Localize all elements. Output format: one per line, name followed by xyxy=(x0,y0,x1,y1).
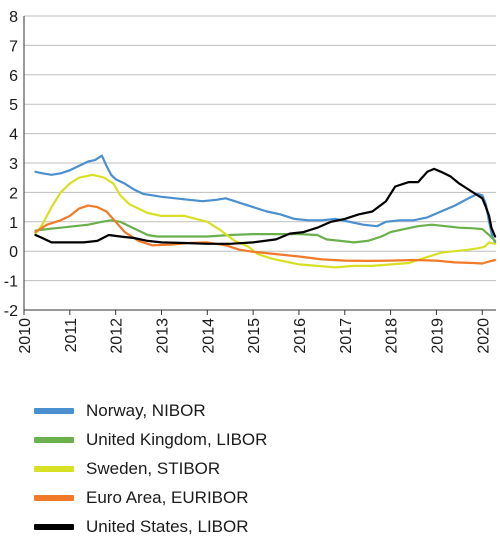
x-tick-label: 2014 xyxy=(200,318,217,354)
series-line-3 xyxy=(34,204,497,265)
legend-label: United States, LIBOR xyxy=(86,516,249,536)
legend: Norway, NIBOR United Kingdom, LIBOR Sweden… xyxy=(34,396,474,541)
series-line-2 xyxy=(34,173,497,269)
y-tick-label: 5 xyxy=(9,97,18,114)
legend-label: United Kingdom, LIBOR xyxy=(86,429,268,449)
legend-swatch xyxy=(34,494,74,501)
legend-item: Euro Area, EURIBOR xyxy=(34,483,474,512)
x-tick-label: 2012 xyxy=(109,318,126,354)
legend-swatch xyxy=(34,523,74,530)
y-tick-label: 4 xyxy=(9,127,18,144)
series-line-4 xyxy=(34,167,497,245)
y-tick-label: 7 xyxy=(9,38,18,55)
y-tick-label: 8 xyxy=(9,9,18,26)
y-tick-label: 6 xyxy=(9,68,18,85)
x-tick-label: 2015 xyxy=(246,318,263,354)
legend-swatch xyxy=(34,465,74,472)
y-tick-label: -2 xyxy=(4,303,18,320)
y-tick-label: 1 xyxy=(9,215,18,232)
legend-swatch xyxy=(34,436,74,443)
legend-item: United States, LIBOR xyxy=(34,512,474,541)
x-tick-label: 2011 xyxy=(63,318,80,353)
y-tick-labels: -2 -1 0 1 2 3 4 5 6 7 8 xyxy=(4,9,18,320)
x-tick-label: 2020 xyxy=(475,318,492,354)
legend-label: Norway, NIBOR xyxy=(86,400,206,420)
y-tick-label: 3 xyxy=(9,156,18,173)
x-tick-label: 2016 xyxy=(292,318,309,354)
legend-label: Sweden, STIBOR xyxy=(86,458,221,478)
x-tick-label: 2010 xyxy=(17,318,34,354)
series-line-1 xyxy=(34,219,497,244)
legend-swatch xyxy=(34,407,74,414)
series-line-0 xyxy=(34,154,497,244)
legend-item: Norway, NIBOR xyxy=(34,396,474,425)
axes xyxy=(23,16,496,315)
legend-label: Euro Area, EURIBOR xyxy=(86,487,249,507)
x-tick-label: 2019 xyxy=(429,318,446,354)
x-tick-label: 2018 xyxy=(384,318,401,354)
x-tick-labels: 2010 2011 2012 2013 2014 2015 2016 2017 2018 2019… xyxy=(17,318,492,354)
x-tick-label: 2017 xyxy=(338,318,355,354)
y-tick-label: -1 xyxy=(4,274,18,291)
gridlines xyxy=(24,15,496,311)
y-tick-label: 2 xyxy=(9,185,18,202)
legend-item: Sweden, STIBOR xyxy=(34,454,474,483)
y-tick-label: 0 xyxy=(9,244,18,261)
x-tick-label: 2013 xyxy=(154,318,171,354)
legend-item: United Kingdom, LIBOR xyxy=(34,425,474,454)
series-lines xyxy=(34,154,497,269)
